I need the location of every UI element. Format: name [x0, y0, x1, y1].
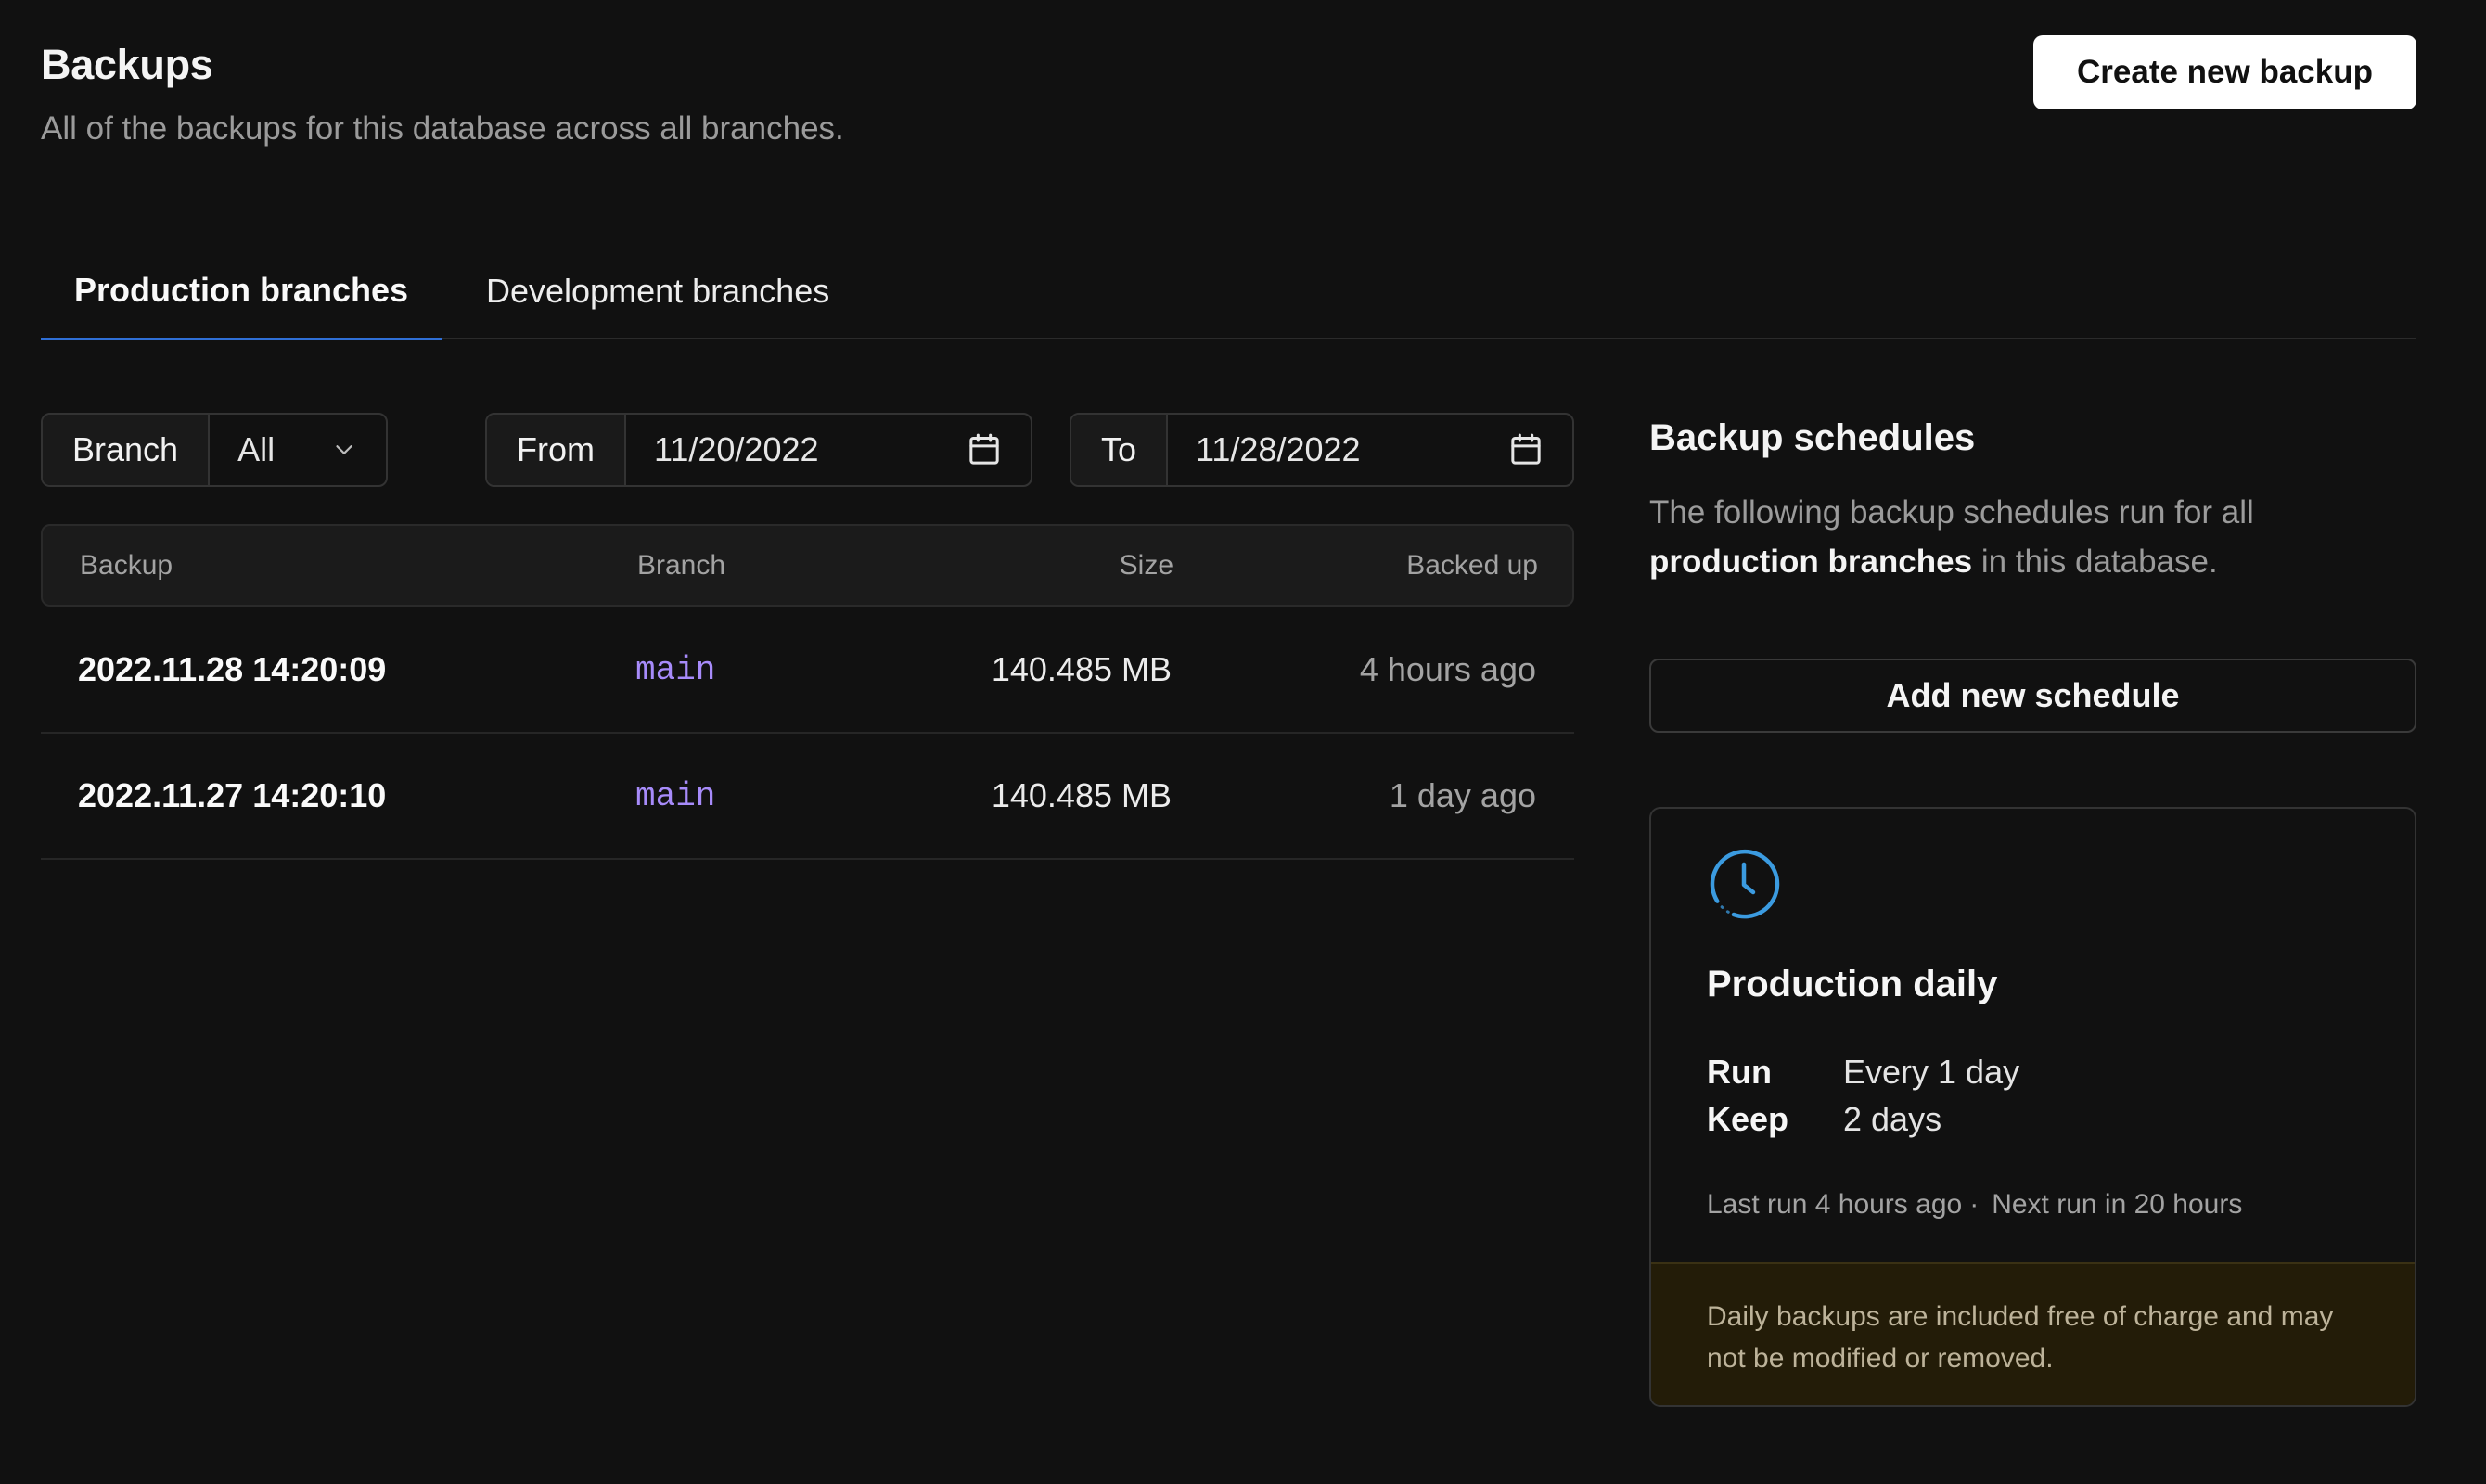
- to-date-input[interactable]: 11/28/2022: [1168, 415, 1572, 485]
- table-row[interactable]: 2022.11.27 14:20:10 main 140.485 MB 1 da…: [41, 734, 1574, 860]
- tab-development-branches[interactable]: Development branches: [486, 272, 830, 310]
- meta-separator: ·: [1969, 1189, 1980, 1220]
- last-run: Last run 4 hours ago: [1707, 1189, 1963, 1220]
- backup-name: 2022.11.28 14:20:09: [78, 650, 387, 688]
- description-bold: production branches: [1649, 544, 1973, 580]
- branch-filter: Branch All: [41, 413, 388, 487]
- description-suffix: in this database.: [1972, 544, 2218, 580]
- schedule-title: Production daily: [1707, 964, 1998, 1004]
- clock-icon: [1710, 849, 1780, 919]
- backup-branch: main: [635, 776, 716, 815]
- page-subtitle: All of the backups for this database acr…: [41, 110, 844, 147]
- free-backups-note: Daily backups are included free of charg…: [1651, 1262, 2415, 1405]
- to-date-filter: To 11/28/2022: [1070, 413, 1574, 487]
- column-header-size: Size: [1119, 549, 1173, 581]
- backup-name: 2022.11.27 14:20:10: [78, 776, 387, 814]
- page-title: Backups: [41, 41, 213, 88]
- description-prefix: The following backup schedules run for a…: [1649, 494, 2254, 531]
- from-date-filter: From 11/20/2022: [485, 413, 1032, 487]
- backup-size: 140.485 MB: [991, 776, 1172, 814]
- schedule-card: Production daily Run Every 1 day Keep 2 …: [1649, 807, 2416, 1407]
- backup-schedules-description: The following backup schedules run for a…: [1649, 488, 2354, 586]
- create-new-backup-button[interactable]: Create new backup: [2033, 35, 2416, 109]
- column-header-branch: Branch: [637, 549, 726, 581]
- to-date-label: To: [1071, 415, 1169, 485]
- from-date-value: 11/20/2022: [654, 430, 819, 468]
- run-value: Every 1 day: [1843, 1053, 2020, 1091]
- backup-branch: main: [635, 650, 716, 689]
- from-date-input[interactable]: 11/20/2022: [626, 415, 1031, 485]
- run-label: Run: [1707, 1053, 1772, 1091]
- from-date-label: From: [487, 415, 626, 485]
- tab-production-branches[interactable]: Production branches: [41, 243, 442, 340]
- table-row[interactable]: 2022.11.28 14:20:09 main 140.485 MB 4 ho…: [41, 608, 1574, 734]
- branch-select-value: All: [237, 430, 276, 468]
- keep-value: 2 days: [1843, 1100, 1942, 1138]
- branch-tabs: Production branches Development branches: [41, 243, 2416, 340]
- calendar-icon[interactable]: [1507, 431, 1544, 468]
- backup-schedules-title: Backup schedules: [1649, 417, 1976, 458]
- branch-select[interactable]: All: [210, 415, 386, 485]
- backups-table-header: Backup Branch Size Backed up: [41, 524, 1574, 607]
- backup-size: 140.485 MB: [991, 650, 1172, 688]
- chevron-down-icon: [336, 445, 352, 454]
- schedule-run-info: Last run 4 hours ago · Next run in 20 hour…: [1707, 1189, 2242, 1221]
- backup-age: 4 hours ago: [1359, 650, 1536, 688]
- keep-label: Keep: [1707, 1100, 1789, 1138]
- to-date-value: 11/28/2022: [1196, 430, 1361, 468]
- next-run: Next run in 20 hours: [1992, 1189, 2243, 1220]
- calendar-icon[interactable]: [966, 431, 1003, 468]
- column-header-backed-up: Backed up: [1406, 549, 1538, 581]
- backup-age: 1 day ago: [1389, 776, 1536, 814]
- column-header-backup: Backup: [80, 549, 173, 581]
- add-new-schedule-button[interactable]: Add new schedule: [1649, 659, 2416, 733]
- branch-filter-label: Branch: [43, 415, 211, 485]
